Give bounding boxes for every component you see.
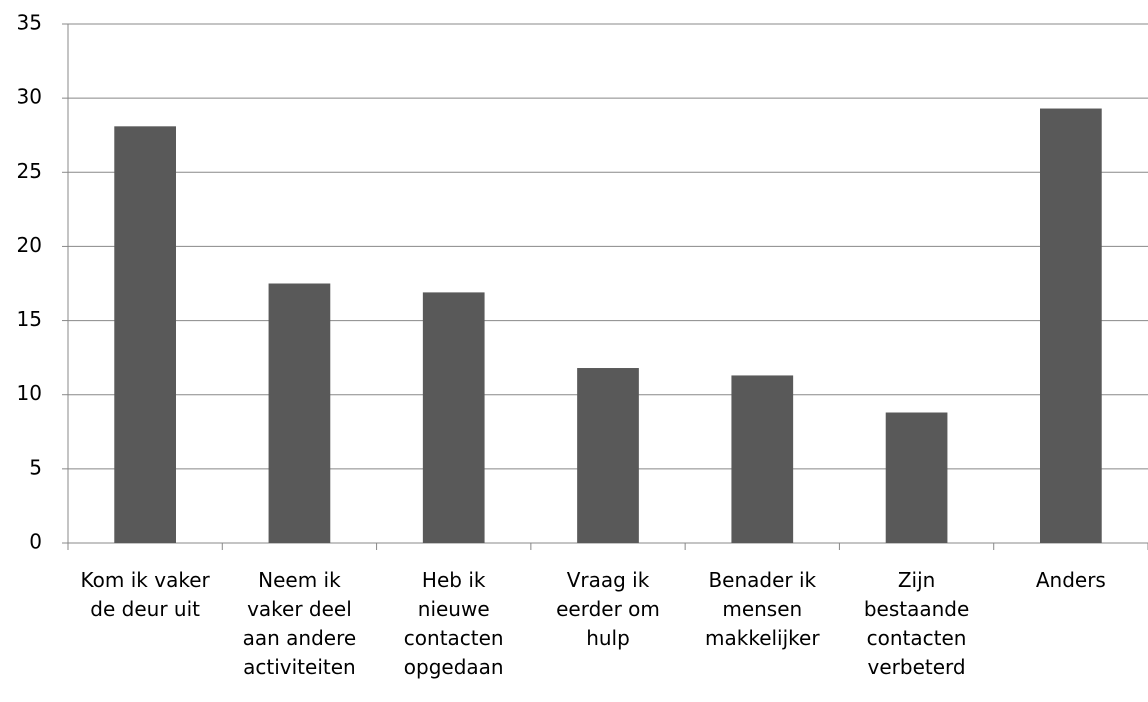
y-tick-label: 0 [29, 530, 42, 554]
bar [885, 412, 948, 543]
x-tick-label: Heb ik nieuwe contacten opgedaan [403, 568, 504, 679]
bar [422, 292, 485, 543]
x-tick-label: Zijn bestaande contacten verbeterd [863, 568, 970, 679]
y-tick-label: 30 [17, 85, 42, 109]
bar [731, 375, 794, 543]
y-tick-label: 10 [17, 381, 42, 405]
y-tick-label: 5 [29, 455, 42, 479]
x-tick-label: Vraag ik eerder om hulp [556, 568, 660, 650]
bar [114, 126, 176, 544]
bar [1040, 108, 1102, 543]
x-tick-label: Anders [1035, 568, 1106, 592]
bar [268, 283, 331, 543]
y-tick-label: 35 [17, 11, 42, 35]
x-tick-label: Benader ik mensen makkelijker [705, 568, 820, 650]
x-tick-label: Kom ik vaker de deur uit [80, 568, 210, 621]
y-tick-label: 25 [17, 159, 42, 183]
x-tick-label: Neem ik vaker deel aan andere activiteit… [242, 568, 357, 679]
y-tick-label: 15 [17, 307, 42, 331]
bar [577, 368, 639, 543]
y-tick-label: 20 [17, 233, 42, 257]
